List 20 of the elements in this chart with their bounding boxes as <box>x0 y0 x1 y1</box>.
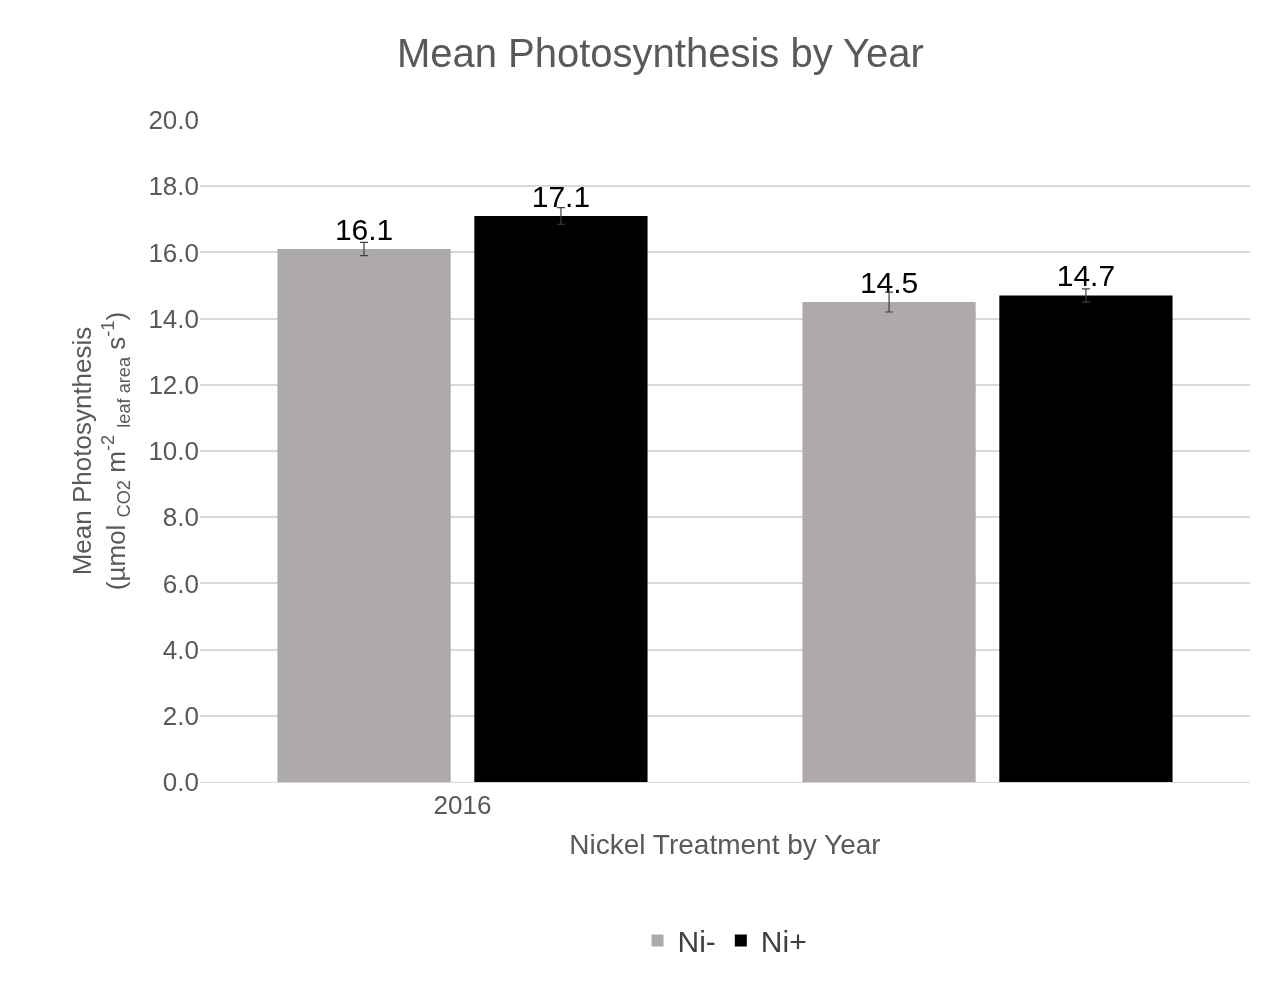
y-tick-label: 4.0 <box>162 634 199 665</box>
y-tick-label: 6.0 <box>162 568 199 599</box>
data-label: 14.7 <box>1056 259 1116 293</box>
y-tick-label: 8.0 <box>162 502 199 533</box>
data-label: 16.1 <box>334 213 394 247</box>
y-tick-label: 14.0 <box>148 303 199 334</box>
y-tick-label: 16.0 <box>148 237 199 268</box>
legend-label: Ni- <box>677 925 716 959</box>
y-tick-label: 0.0 <box>162 767 199 798</box>
data-label: 17.1 <box>531 179 591 213</box>
x-tick-label: 2016 <box>433 790 492 821</box>
legend-label: Ni+ <box>760 925 807 959</box>
y-tick-label: 12.0 <box>148 369 199 400</box>
data-label: 14.5 <box>859 266 919 300</box>
y-tick-label: 20.0 <box>148 105 199 136</box>
x-axis-title: Nickel Treatment by Year <box>569 829 881 861</box>
y-tick-label: 10.0 <box>148 436 199 467</box>
chart-title: Mean Photosynthesis by Year <box>396 31 924 76</box>
y-tick-label: 18.0 <box>148 171 199 202</box>
y-tick-label: 2.0 <box>162 700 199 731</box>
